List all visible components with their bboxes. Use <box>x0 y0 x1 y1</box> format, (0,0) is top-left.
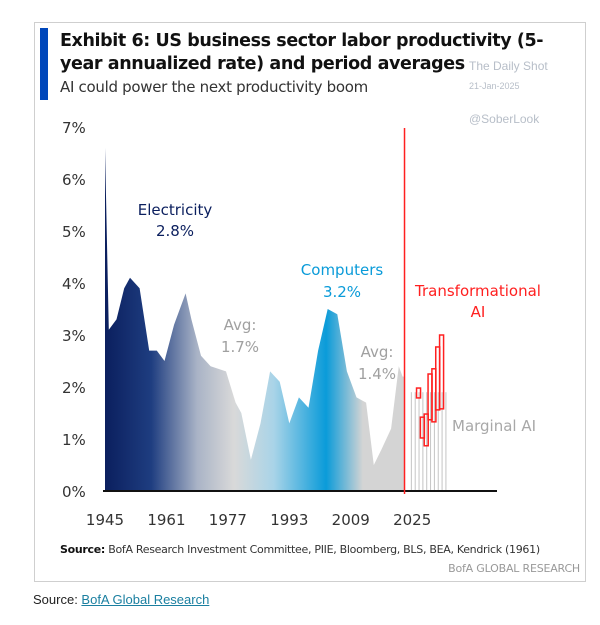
computers-label: Computers <box>301 261 384 279</box>
y-tick-label: 0% <box>62 483 86 501</box>
transformational-ai-range <box>438 334 445 410</box>
avg2-value: 1.4% <box>358 365 396 383</box>
avg2-label: Avg: <box>361 343 394 361</box>
productivity-area <box>105 147 405 492</box>
watermark-daily-shot: The Daily Shot <box>469 59 548 73</box>
source-label: Source: <box>60 543 106 556</box>
x-tick-label: 1961 <box>147 511 185 529</box>
y-tick-label: 1% <box>62 431 86 449</box>
watermark-handle: @SoberLook <box>469 112 540 126</box>
electricity-label: Electricity <box>138 201 213 219</box>
electricity-value: 2.8% <box>156 222 194 240</box>
footer-source-link[interactable]: BofA Global Research <box>81 592 210 607</box>
transformational-ai-range <box>415 387 422 399</box>
x-tick-label: 2009 <box>332 511 370 529</box>
avg1-label: Avg: <box>224 316 257 334</box>
y-tick-label: 5% <box>62 223 86 241</box>
x-tick-label: 2025 <box>393 511 431 529</box>
y-tick-label: 3% <box>62 327 86 345</box>
watermark-date: 21-Jan-2025 <box>469 81 520 91</box>
x-tick-label: 1993 <box>270 511 308 529</box>
transformational-ai-label-2: AI <box>471 303 486 321</box>
chart-frame <box>34 22 586 582</box>
title-accent-bar <box>40 28 48 100</box>
x-tick-label: 1945 <box>86 511 124 529</box>
source-text: BofA Research Investment Committee, PIIE… <box>105 543 540 556</box>
chart-subtitle: AI could power the next productivity boo… <box>60 78 368 96</box>
footer-source: Source: BofA Global Research <box>33 592 209 607</box>
y-tick-label: 4% <box>62 275 86 293</box>
y-tick-label: 2% <box>62 379 86 397</box>
avg1-value: 1.7% <box>221 338 259 356</box>
brand-label: BofA GLOBAL RESEARCH <box>448 562 580 575</box>
computers-value: 3.2% <box>323 283 361 301</box>
transformational-ai-label: Transformational <box>414 282 541 300</box>
x-tick-label: 1977 <box>209 511 247 529</box>
footer-label: Source: <box>33 592 82 607</box>
y-tick-label: 6% <box>62 171 86 189</box>
source-note: Source: BofA Research Investment Committ… <box>60 543 540 556</box>
transformational-ai-range <box>423 413 429 447</box>
marginal-ai-label: Marginal AI <box>452 417 536 435</box>
chart-title: Exhibit 6: US business sector labor prod… <box>60 31 544 74</box>
y-tick-label: 7% <box>62 119 86 137</box>
